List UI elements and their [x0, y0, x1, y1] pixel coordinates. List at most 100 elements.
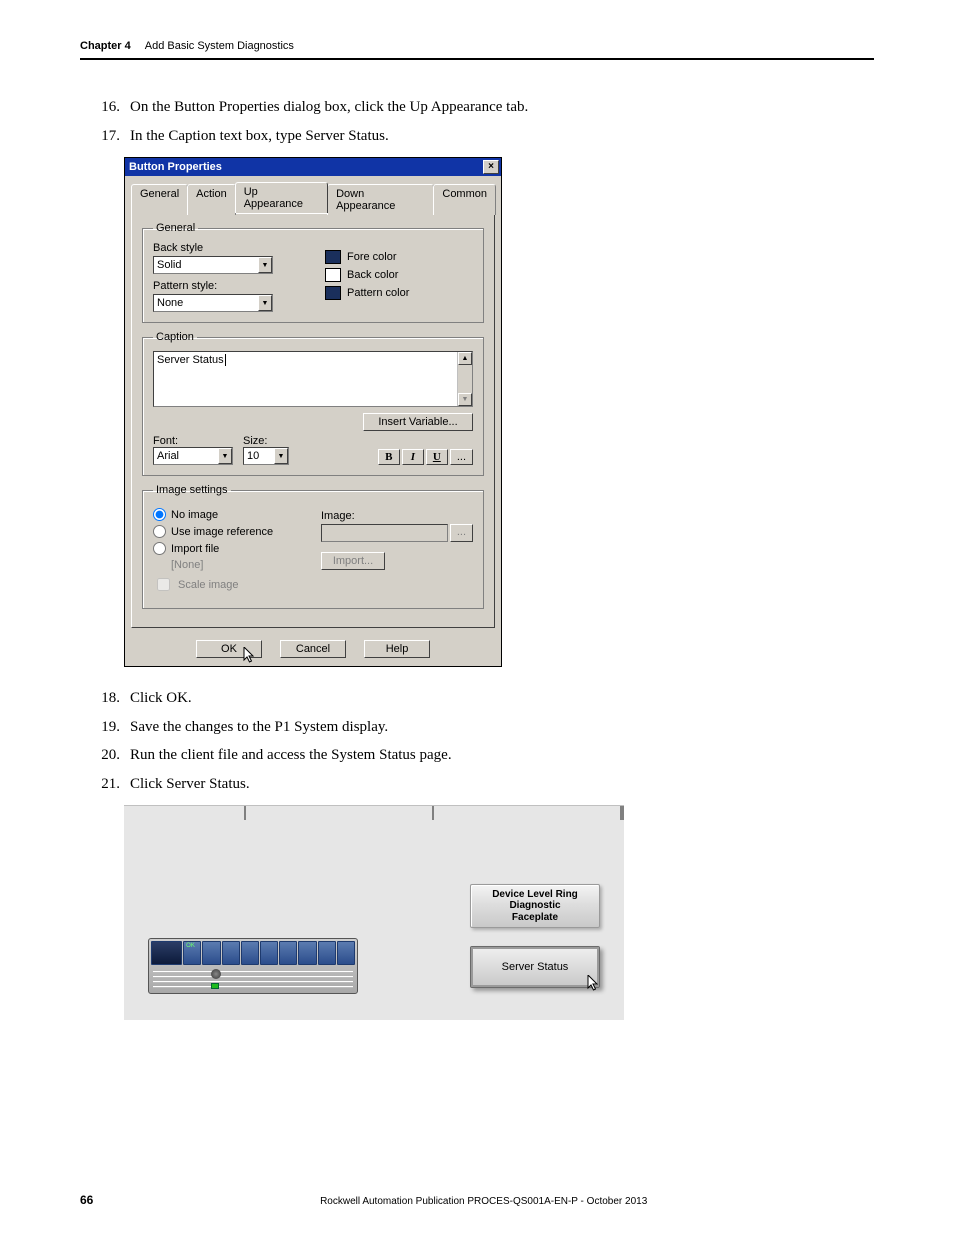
- image-settings-group: Image settings No image Use image refere…: [142, 484, 484, 609]
- back-color-swatch: [325, 268, 341, 282]
- scale-image-input: [157, 578, 170, 591]
- page-header: Chapter 4 Add Basic System Diagnostics: [80, 40, 874, 60]
- tab-down-appearance[interactable]: Down Appearance: [327, 184, 434, 215]
- insert-variable-button[interactable]: Insert Variable...: [363, 413, 473, 431]
- dialog-screenshot: Button Properties × General Action Up Ap…: [124, 157, 874, 667]
- scroll-up-icon[interactable]: ▲: [458, 352, 472, 365]
- step-text: Save the changes to the P1 System displa…: [130, 716, 388, 739]
- step-number: 21.: [90, 773, 120, 796]
- close-icon[interactable]: ×: [483, 160, 499, 174]
- hmi-screenshot: Device Level Ring Diagnostic Faceplate S…: [124, 805, 874, 1020]
- caption-legend: Caption: [153, 331, 197, 343]
- step-16: 16. On the Button Properties dialog box,…: [90, 96, 874, 119]
- font-value: Arial: [157, 450, 179, 462]
- back-style-value: Solid: [157, 259, 181, 271]
- caption-group: Caption Server Status ▲ ▼ Insert Variabl…: [142, 331, 484, 476]
- page-footer: 66 Rockwell Automation Publication PROCE…: [80, 1193, 874, 1207]
- steps-block-2: 18. Click OK. 19. Save the changes to th…: [90, 687, 874, 795]
- tab-up-appearance[interactable]: Up Appearance: [235, 182, 328, 213]
- publication-info: Rockwell Automation Publication PROCES-Q…: [320, 1196, 647, 1207]
- chevron-down-icon: [218, 448, 232, 464]
- help-button[interactable]: Help: [364, 640, 430, 658]
- fore-color-swatch: [325, 250, 341, 264]
- step-text: Click Server Status.: [130, 773, 250, 796]
- step-18: 18. Click OK.: [90, 687, 874, 710]
- size-label: Size:: [243, 435, 289, 447]
- pattern-color-row[interactable]: Pattern color: [325, 286, 473, 300]
- step-number: 18.: [90, 687, 120, 710]
- scale-image-label: Scale image: [178, 579, 239, 591]
- italic-button[interactable]: I: [402, 449, 424, 465]
- dlr-faceplate-label: Device Level Ring Diagnostic Faceplate: [492, 889, 578, 924]
- step-text: Click OK.: [130, 687, 192, 710]
- server-status-label: Server Status: [502, 961, 569, 974]
- step-number: 20.: [90, 744, 120, 767]
- image-path-label: Image:: [321, 510, 473, 522]
- font-label: Font:: [153, 435, 233, 447]
- caption-textbox[interactable]: Server Status ▲ ▼: [153, 351, 473, 407]
- step-text: In the Caption text box, type Server Sta…: [130, 125, 389, 148]
- tab-body: General Back style Solid Pattern style: …: [131, 213, 495, 628]
- chevron-down-icon: [258, 295, 272, 311]
- dialog-title: Button Properties: [129, 161, 222, 173]
- button-properties-dialog: Button Properties × General Action Up Ap…: [124, 157, 502, 667]
- dialog-titlebar: Button Properties ×: [125, 158, 501, 176]
- underline-button[interactable]: U: [426, 449, 448, 465]
- fore-color-label: Fore color: [347, 251, 397, 263]
- dialog-footer: OK Cancel Help: [125, 634, 501, 666]
- general-group: General Back style Solid Pattern style: …: [142, 222, 484, 323]
- cursor-icon: [587, 975, 601, 993]
- step-text: Run the client file and access the Syste…: [130, 744, 452, 767]
- hmi-top-dividers: [124, 806, 624, 820]
- step-20: 20. Run the client file and access the S…: [90, 744, 874, 767]
- cancel-button[interactable]: Cancel: [280, 640, 346, 658]
- size-dropdown[interactable]: 10: [243, 447, 289, 465]
- radio-no-image[interactable]: No image: [153, 508, 305, 521]
- tab-common[interactable]: Common: [433, 184, 496, 215]
- tab-action[interactable]: Action: [187, 184, 236, 215]
- radio-use-image-reference[interactable]: Use image reference: [153, 525, 305, 538]
- radio-import-file[interactable]: Import file: [153, 542, 305, 555]
- font-dropdown[interactable]: Arial: [153, 447, 233, 465]
- radio-use-ref-input[interactable]: [153, 525, 166, 538]
- more-formatting-button[interactable]: ...: [450, 449, 473, 465]
- step-number: 19.: [90, 716, 120, 739]
- page-number: 66: [80, 1193, 93, 1207]
- back-color-row[interactable]: Back color: [325, 268, 473, 282]
- steps-block-1: 16. On the Button Properties dialog box,…: [90, 96, 874, 147]
- bold-button[interactable]: B: [378, 449, 400, 465]
- radio-import-label: Import file: [171, 543, 219, 555]
- image-path-field: [321, 524, 448, 542]
- pattern-style-value: None: [157, 297, 183, 309]
- tab-general[interactable]: General: [131, 184, 188, 215]
- dlr-faceplate-button[interactable]: Device Level Ring Diagnostic Faceplate: [470, 884, 600, 928]
- radio-import-input[interactable]: [153, 542, 166, 555]
- dialog-tabs: General Action Up Appearance Down Appear…: [125, 176, 501, 213]
- back-style-dropdown[interactable]: Solid: [153, 256, 273, 274]
- caption-scrollbar[interactable]: ▲ ▼: [457, 352, 472, 406]
- back-style-label: Back style: [153, 242, 301, 254]
- pattern-color-label: Pattern color: [347, 287, 409, 299]
- image-settings-legend: Image settings: [153, 484, 231, 496]
- page: Chapter 4 Add Basic System Diagnostics 1…: [0, 0, 954, 1235]
- step-19: 19. Save the changes to the P1 System di…: [90, 716, 874, 739]
- pattern-color-swatch: [325, 286, 341, 300]
- step-number: 17.: [90, 125, 120, 148]
- chapter-label: Chapter 4: [80, 40, 131, 52]
- caption-text: Server Status: [157, 354, 226, 366]
- ok-button[interactable]: OK: [196, 640, 262, 658]
- radio-no-image-input[interactable]: [153, 508, 166, 521]
- back-color-label: Back color: [347, 269, 398, 281]
- ok-button-label: OK: [221, 643, 237, 655]
- step-text: On the Button Properties dialog box, cli…: [130, 96, 528, 119]
- scroll-down-icon[interactable]: ▼: [458, 393, 472, 406]
- pattern-style-dropdown[interactable]: None: [153, 294, 273, 312]
- chevron-down-icon: [274, 448, 288, 464]
- step-number: 16.: [90, 96, 120, 119]
- fore-color-row[interactable]: Fore color: [325, 250, 473, 264]
- server-status-button[interactable]: Server Status: [470, 946, 600, 988]
- scale-image-checkbox: Scale image: [153, 575, 305, 594]
- step-17: 17. In the Caption text box, type Server…: [90, 125, 874, 148]
- chevron-down-icon: [258, 257, 272, 273]
- import-file-hint: [None]: [171, 559, 305, 571]
